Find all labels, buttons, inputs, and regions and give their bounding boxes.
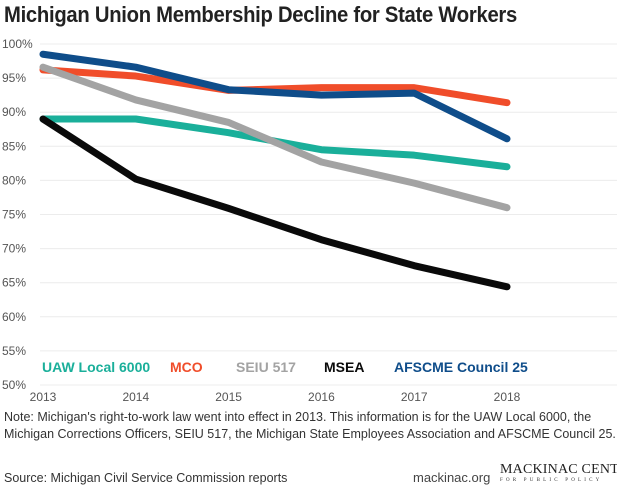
legend-entry: AFSCME Council 25 [394, 359, 528, 375]
legend-entry: MSEA [324, 359, 364, 375]
legend-entry: SEIU 517 [236, 359, 296, 375]
y-tick-label: 70% [2, 242, 26, 256]
series-line [39, 50, 511, 143]
x-tick-label: 2013 [30, 390, 57, 404]
y-tick-label: 75% [2, 208, 26, 222]
y-tick-label: 50% [2, 378, 26, 392]
y-tick-label: 90% [2, 105, 26, 119]
x-tick-label: 2018 [494, 390, 521, 404]
x-tick-label: 2015 [215, 390, 242, 404]
logo-main-text: MACKINAC CENTER [500, 462, 617, 477]
y-tick-label: 65% [2, 276, 26, 290]
y-tick-label: 55% [2, 344, 26, 358]
legend-entry: UAW Local 6000 [42, 359, 150, 375]
series-line [39, 63, 511, 212]
y-tick-label: 100% [2, 37, 33, 51]
y-tick-label: 95% [2, 71, 26, 85]
x-tick-label: 2014 [122, 390, 149, 404]
series-line [39, 66, 511, 107]
x-tick-label: 2016 [308, 390, 335, 404]
chart-title: Michigan Union Membership Decline for St… [4, 2, 518, 27]
source-text: Source: Michigan Civil Service Commissio… [4, 471, 288, 485]
y-tick-label: 60% [2, 310, 26, 324]
mackinac-center-logo: MACKINAC CENTER FOR PUBLIC POLICY [500, 462, 617, 488]
line-chart: 100% 95% 90% 85% 80% 75% 70% 65% 60% 55% 50% 2013 20… [2, 37, 617, 404]
series-line [39, 115, 511, 291]
website-link[interactable]: mackinac.org [413, 470, 491, 485]
logo-sub-text: FOR PUBLIC POLICY [500, 478, 603, 483]
y-tick-label: 85% [2, 139, 26, 153]
x-tick-label: 2017 [401, 390, 428, 404]
y-tick-label: 80% [2, 173, 26, 187]
chart-note: Note: Michigan's right-to-work law went … [4, 410, 616, 441]
legend-entry: MCO [170, 359, 203, 375]
